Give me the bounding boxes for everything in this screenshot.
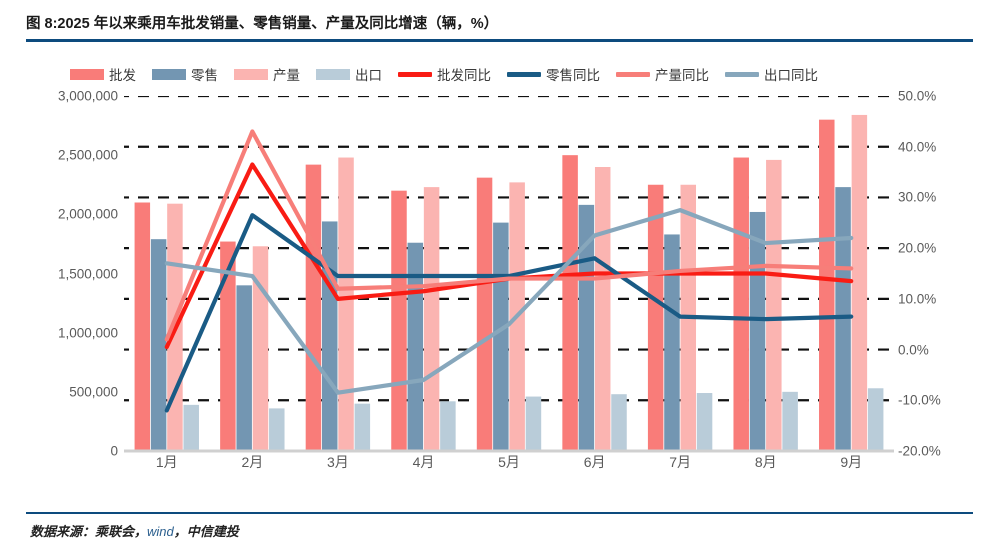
bar-批发 xyxy=(562,155,578,451)
x-axis-tick-label: 8月 xyxy=(754,454,777,470)
legend-swatch-bar-icon xyxy=(234,68,268,80)
bar-产量 xyxy=(338,157,354,451)
line-出口同比 xyxy=(164,208,854,395)
legend-item-label: 出口 xyxy=(355,68,382,83)
x-axis-labels: 1月 2月 3月 4月 5月 6月 7月 8月 9月 xyxy=(124,452,894,478)
x-axis-tick-label: 7月 xyxy=(669,454,692,470)
y-tick-right-label: 10.0% xyxy=(898,291,937,307)
bar-批发 xyxy=(476,177,493,451)
bar-零售 xyxy=(236,285,252,451)
chart-canvas xyxy=(118,94,900,453)
bar-批发 xyxy=(134,202,151,451)
y-tick-left-label: 3,000,000 xyxy=(57,88,118,104)
source-prefix: 数据来源：乘联会， xyxy=(30,524,148,539)
bar-批发 xyxy=(305,164,322,451)
bar-零售 xyxy=(150,239,167,451)
source-suffix: ，中信建投 xyxy=(173,524,239,539)
legend-item-批发同比[interactable]: 批发同比 xyxy=(398,64,491,84)
legend-item-label: 批发同比 xyxy=(437,68,491,83)
bar-批发 xyxy=(220,241,236,451)
x-axis-tick-label: 6月 xyxy=(583,454,606,470)
bar-出口 xyxy=(696,393,713,451)
legend-swatch-line-icon xyxy=(398,71,432,77)
title-divider xyxy=(26,39,973,42)
bar-出口 xyxy=(867,388,884,451)
chart-legend: 批发 零售 产量 出口 批发同比 零售同比 产量同比 出口同比 xyxy=(70,63,950,85)
bar-产量 xyxy=(766,159,782,451)
legend-swatch-bar-icon xyxy=(316,68,350,80)
bar-产量 xyxy=(851,114,868,451)
bar-批发 xyxy=(819,119,835,452)
x-axis-tick-label: 3月 xyxy=(327,454,349,470)
legend-item-label: 批发 xyxy=(109,68,136,83)
bar-批发 xyxy=(733,157,749,451)
x-axis-tick-label: 2月 xyxy=(241,454,264,470)
legend-item-出口[interactable]: 出口 xyxy=(316,64,382,84)
legend-item-label: 产量 xyxy=(273,68,300,83)
x-axis-tick-label: 1月 xyxy=(155,454,178,470)
legend-swatch-line-icon xyxy=(507,71,541,77)
legend-item-label: 产量同比 xyxy=(655,68,709,83)
bar-产量 xyxy=(594,167,611,451)
legend-swatch-line-icon xyxy=(616,71,650,77)
bar-出口 xyxy=(269,408,285,451)
y-tick-right-label: 0.0% xyxy=(898,342,929,358)
legend-swatch-bar-icon xyxy=(70,68,104,80)
plot-area: 0 500,000 1,000,000 1,500,000 2,000,000 2,500… xyxy=(0,89,999,459)
bar-零售 xyxy=(407,242,424,451)
bar-出口 xyxy=(440,401,456,451)
data-source: 数据来源：乘联会，wind，中信建投 xyxy=(30,521,239,540)
y-tick-right-label: 20.0% xyxy=(898,240,937,256)
legend-item-零售[interactable]: 零售 xyxy=(152,64,218,84)
y-tick-right-label: -10.0% xyxy=(898,392,941,408)
legend-item-产量[interactable]: 产量 xyxy=(234,64,300,84)
x-axis-tick-label: 4月 xyxy=(412,454,435,470)
page-title: 图 8:2025 年以来乘用车批发销量、零售销量、产量及同比增速（辆，%） xyxy=(26,16,499,32)
legend-item-批发[interactable]: 批发 xyxy=(70,64,136,84)
legend-swatch-line-icon xyxy=(725,71,759,77)
legend-swatch-bar-icon xyxy=(152,68,186,80)
bar-零售 xyxy=(664,234,680,451)
legend-item-label: 出口同比 xyxy=(764,68,818,83)
line-产量同比 xyxy=(164,129,854,342)
legend-item-label: 零售同比 xyxy=(546,68,600,83)
bar-出口 xyxy=(525,396,542,451)
x-axis-tick-label: 9月 xyxy=(840,454,863,470)
y-tick-left-label: 0 xyxy=(110,443,118,459)
legend-item-零售同比[interactable]: 零售同比 xyxy=(507,64,600,84)
bar-出口 xyxy=(183,404,199,451)
chart-svg xyxy=(118,94,900,453)
y-tick-left-label: 500,000 xyxy=(69,384,118,400)
y-tick-right-label: 40.0% xyxy=(898,139,937,155)
legend-item-产量同比[interactable]: 产量同比 xyxy=(616,64,709,84)
bar-批发 xyxy=(647,184,664,451)
legend-item-出口同比[interactable]: 出口同比 xyxy=(725,64,818,84)
source-wind: wind xyxy=(147,524,174,539)
line-零售同比 xyxy=(164,213,854,413)
x-axis-tick-label: 5月 xyxy=(498,454,520,470)
y-axis-right: -20.0% -10.0% 0.0% 10.0% 20.0% 30.0% 40.0% 50.0… xyxy=(898,89,994,459)
bar-产量 xyxy=(252,246,269,451)
bar-零售 xyxy=(835,187,851,451)
y-tick-right-label: -20.0% xyxy=(898,443,941,459)
y-axis-left: 0 500,000 1,000,000 1,500,000 2,000,000 2,500… xyxy=(18,89,118,459)
bar-零售 xyxy=(749,211,766,451)
bar-出口 xyxy=(611,394,627,451)
bar-出口 xyxy=(354,403,371,451)
legend-item-label: 零售 xyxy=(191,68,218,83)
bar-零售 xyxy=(493,222,509,451)
bar-批发 xyxy=(391,190,407,451)
y-tick-right-label: 50.0% xyxy=(898,88,937,104)
footer-divider xyxy=(26,512,973,514)
bar-产量 xyxy=(423,187,440,451)
bar-零售 xyxy=(578,204,595,451)
y-tick-left-label: 2,500,000 xyxy=(57,147,118,163)
bar-出口 xyxy=(782,391,798,451)
y-tick-left-label: 1,500,000 xyxy=(57,266,118,281)
bar-零售 xyxy=(321,221,338,451)
y-tick-right-label: 30.0% xyxy=(898,189,937,205)
y-tick-left-label: 2,000,000 xyxy=(57,206,118,222)
y-tick-left-label: 1,000,000 xyxy=(57,325,118,341)
